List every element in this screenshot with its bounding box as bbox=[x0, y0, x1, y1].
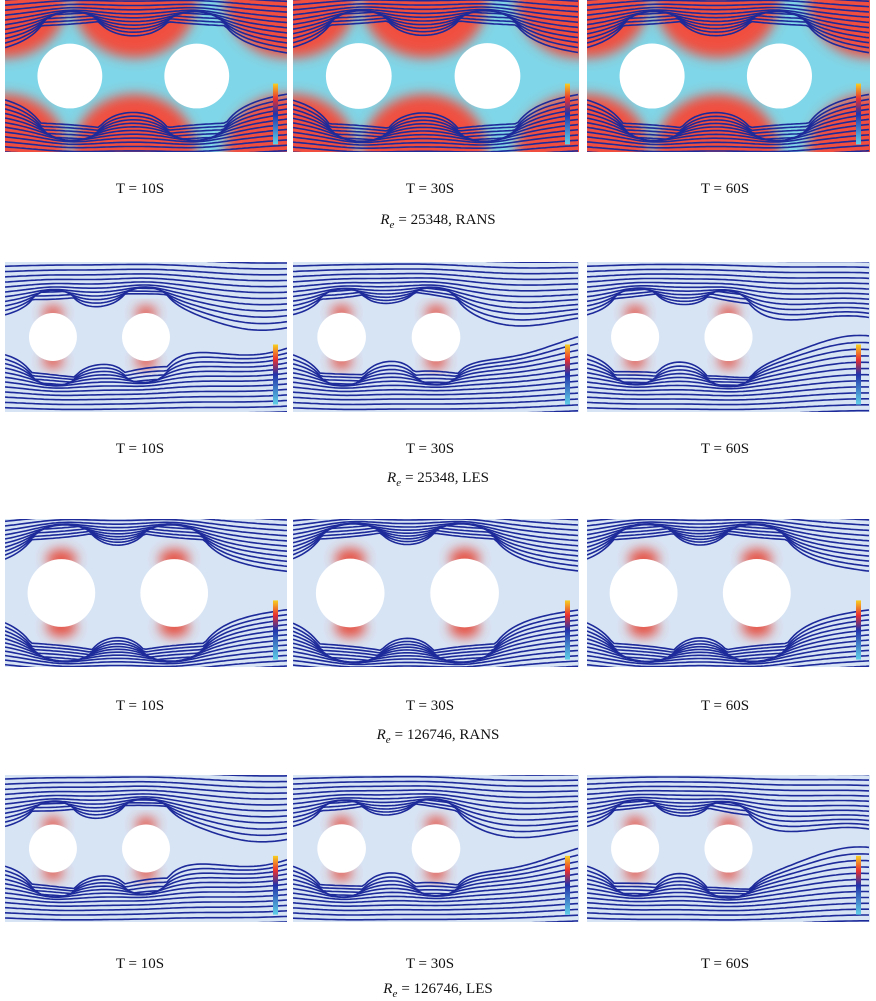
flow-panel bbox=[293, 262, 579, 412]
colorbar bbox=[565, 600, 570, 659]
cylinder bbox=[610, 559, 678, 627]
cylinder bbox=[164, 44, 229, 109]
time-label: T = 60S bbox=[625, 698, 825, 715]
cylinder bbox=[316, 559, 385, 628]
colorbar bbox=[856, 600, 861, 659]
cylinder bbox=[122, 313, 170, 361]
colorbar bbox=[856, 84, 861, 145]
time-label: T = 30S bbox=[330, 698, 530, 715]
caption-subscript-wrap: e bbox=[390, 219, 395, 231]
time-label: T = 60S bbox=[625, 956, 825, 973]
cylinder bbox=[326, 43, 392, 109]
cylinder bbox=[620, 43, 685, 108]
cylinder bbox=[611, 313, 659, 361]
colorbar bbox=[565, 84, 570, 145]
cylinder bbox=[317, 824, 366, 873]
caption: Re= 126746, LES bbox=[0, 981, 876, 1000]
flow-panel bbox=[587, 519, 870, 667]
colorbar bbox=[565, 856, 570, 915]
cylinder bbox=[611, 824, 659, 872]
cylinder bbox=[140, 559, 208, 627]
time-label: T = 60S bbox=[625, 181, 825, 198]
caption: Re = 126746, RANS bbox=[0, 727, 876, 746]
cylinder bbox=[317, 313, 366, 362]
time-label: T = 10S bbox=[40, 441, 240, 458]
cylinder bbox=[28, 559, 96, 627]
page: T = 10ST = 30ST = 60SRe= 25348, RANST = … bbox=[0, 0, 876, 1001]
cylinder bbox=[723, 559, 791, 627]
colorbar bbox=[856, 345, 861, 405]
cylinder bbox=[122, 825, 170, 873]
cylinder bbox=[29, 313, 77, 361]
caption-subscript-wrap: e bbox=[396, 477, 401, 489]
caption-text: = 126746, LES bbox=[401, 981, 492, 997]
caption-symbol: R bbox=[380, 212, 389, 228]
flow-panel bbox=[587, 775, 870, 922]
cylinder bbox=[455, 43, 521, 109]
caption: Re= 25348, RANS bbox=[0, 212, 876, 231]
flow-panel bbox=[293, 775, 579, 922]
time-label: T = 10S bbox=[40, 181, 240, 198]
colorbar bbox=[856, 856, 861, 915]
caption-text: = 25348, LES bbox=[405, 470, 489, 486]
cylinder bbox=[29, 825, 77, 873]
flow-panel bbox=[5, 775, 287, 922]
caption-symbol: R bbox=[387, 470, 396, 486]
colorbar bbox=[273, 84, 278, 145]
colorbar bbox=[273, 345, 278, 405]
colorbar bbox=[273, 600, 278, 659]
cylinder bbox=[37, 44, 102, 109]
cylinder bbox=[704, 313, 752, 361]
colorbar bbox=[565, 345, 570, 405]
cylinder bbox=[430, 559, 499, 628]
caption-subscript: e bbox=[392, 988, 397, 1000]
caption-subscript: e bbox=[390, 219, 395, 231]
caption-text: = 126746, RANS bbox=[395, 727, 500, 743]
cylinder bbox=[747, 43, 812, 108]
time-label: T = 30S bbox=[330, 956, 530, 973]
cylinder bbox=[704, 824, 752, 872]
colorbar bbox=[273, 856, 278, 915]
time-label: T = 30S bbox=[330, 181, 530, 198]
caption-subscript-wrap: e bbox=[392, 988, 397, 1000]
flow-panel bbox=[293, 519, 579, 667]
caption: Re = 25348, LES bbox=[0, 470, 876, 489]
flow-panel bbox=[587, 262, 870, 412]
flow-panel bbox=[5, 262, 287, 412]
cylinder bbox=[412, 824, 461, 873]
time-label: T = 10S bbox=[40, 956, 240, 973]
caption-text: = 25348, RANS bbox=[398, 212, 495, 228]
caption-subscript-wrap: e bbox=[386, 734, 391, 746]
flow-panel bbox=[5, 0, 287, 152]
flow-panel bbox=[5, 519, 287, 667]
cylinder bbox=[412, 313, 461, 362]
flow-panel bbox=[293, 0, 579, 152]
time-label: T = 10S bbox=[40, 698, 240, 715]
caption-subscript: e bbox=[386, 734, 391, 746]
caption-subscript: e bbox=[396, 477, 401, 489]
flow-panel bbox=[587, 0, 870, 152]
caption-symbol: R bbox=[377, 727, 386, 743]
time-label: T = 60S bbox=[625, 441, 825, 458]
time-label: T = 30S bbox=[330, 441, 530, 458]
